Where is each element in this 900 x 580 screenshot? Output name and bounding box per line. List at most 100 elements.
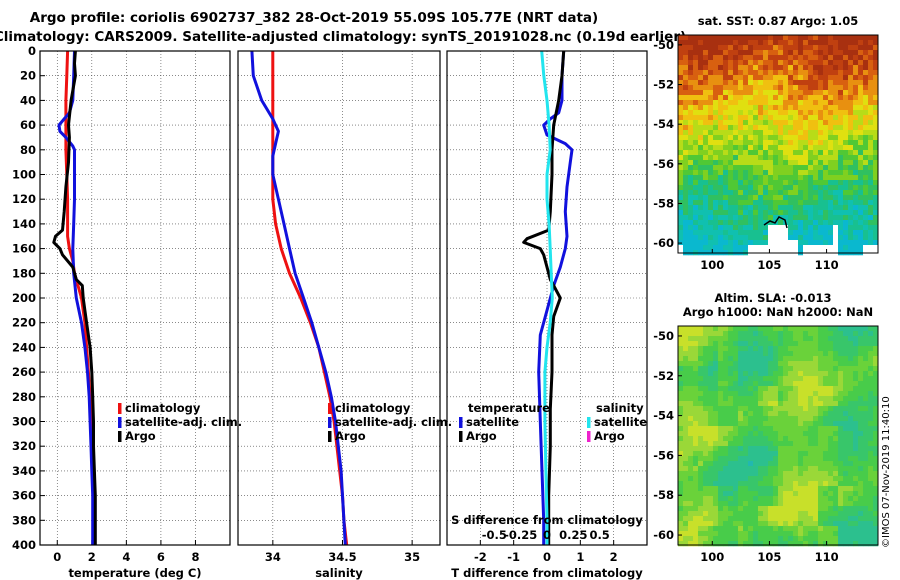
map-cell <box>713 461 719 467</box>
map-cell <box>693 521 699 527</box>
map-cell <box>813 220 819 226</box>
map-cell <box>828 391 834 397</box>
map-cell <box>713 511 719 517</box>
map-cell <box>798 210 804 216</box>
map-cell <box>773 145 779 151</box>
map-cell <box>778 426 784 432</box>
map-cell <box>738 165 744 171</box>
map-cell <box>728 376 734 382</box>
map-cell <box>803 436 809 442</box>
map-cell <box>783 160 789 166</box>
map-cell <box>833 421 839 427</box>
map-cell <box>813 461 819 467</box>
map-cell <box>723 60 729 66</box>
map-cell <box>718 406 724 412</box>
map-cell <box>833 210 839 216</box>
map-cell <box>833 386 839 392</box>
map-cell <box>743 426 749 432</box>
map-cell <box>793 446 799 452</box>
map-cell <box>703 446 709 452</box>
map-cell <box>728 145 734 151</box>
map-cell <box>743 190 749 196</box>
map-cell <box>773 436 779 442</box>
map-cell <box>758 225 764 231</box>
map-cell <box>718 341 724 347</box>
map-cell <box>698 506 704 512</box>
map-cell <box>728 536 734 542</box>
map-cell <box>828 356 834 362</box>
map-cell <box>838 426 844 432</box>
map-cell <box>873 235 879 241</box>
map-cell <box>713 391 719 397</box>
map-cell <box>793 70 799 76</box>
map-cell <box>823 210 829 216</box>
map-cell <box>693 506 699 512</box>
map-x-tick-label: 110 <box>815 550 839 564</box>
x-tick-label: 0 <box>543 550 551 564</box>
map-cell <box>783 386 789 392</box>
map-cell <box>823 361 829 367</box>
map-cell <box>788 185 794 191</box>
map-cell <box>828 416 834 422</box>
map-cell <box>728 516 734 522</box>
map-cell <box>728 200 734 206</box>
map-cell <box>853 396 859 402</box>
map-cell <box>758 95 764 101</box>
map-cell <box>823 456 829 462</box>
map-cell <box>823 50 829 56</box>
map-cell <box>868 110 874 116</box>
map-cell <box>873 45 879 51</box>
map-cell <box>838 341 844 347</box>
map-cell <box>743 115 749 121</box>
map-cell <box>838 60 844 66</box>
map-cell <box>713 361 719 367</box>
map-cell <box>813 130 819 136</box>
map-cell <box>848 501 854 507</box>
map-cell <box>698 436 704 442</box>
map-cell <box>713 516 719 522</box>
map-cell <box>688 185 694 191</box>
map-cell <box>678 331 684 337</box>
map-cell <box>828 180 834 186</box>
map-cell <box>693 180 699 186</box>
map-cell <box>783 215 789 221</box>
map-cell <box>708 516 714 522</box>
map-cell <box>798 341 804 347</box>
map-cell <box>763 150 769 156</box>
map-cell <box>713 496 719 502</box>
map-cell <box>788 371 794 377</box>
map-cell <box>698 240 704 246</box>
map-cell <box>703 436 709 442</box>
map-cell <box>758 366 764 372</box>
map-cell <box>873 381 879 387</box>
map-cell <box>793 85 799 91</box>
map-cell <box>683 411 689 417</box>
map-cell <box>738 501 744 507</box>
map-cell <box>693 235 699 241</box>
map-cell <box>818 436 824 442</box>
map-cell <box>713 531 719 537</box>
map-cell <box>698 200 704 206</box>
map-cell <box>873 421 879 427</box>
map-cell <box>778 351 784 357</box>
map-cell <box>708 361 714 367</box>
map-cell <box>778 240 784 246</box>
map-cell <box>798 371 804 377</box>
map-cell <box>818 501 824 507</box>
map-cell <box>748 95 754 101</box>
map-cell <box>863 326 869 332</box>
map-cell <box>708 45 714 51</box>
map-cell <box>678 341 684 347</box>
map-cell <box>708 80 714 86</box>
map-cell <box>848 481 854 487</box>
map-cell <box>743 125 749 131</box>
map-cell <box>808 180 814 186</box>
map-cell <box>838 240 844 246</box>
map-cell <box>703 376 709 382</box>
map-cell <box>783 436 789 442</box>
map-cell <box>858 461 864 467</box>
map-cell <box>833 240 839 246</box>
map-cell <box>813 486 819 492</box>
map-cell <box>833 120 839 126</box>
map-cell <box>828 481 834 487</box>
